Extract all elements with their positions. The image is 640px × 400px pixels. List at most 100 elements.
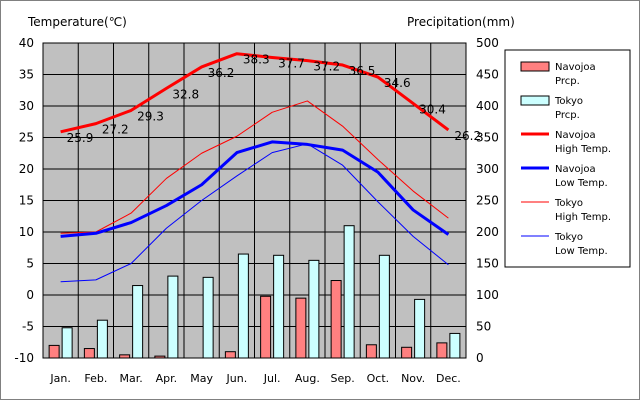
legend-box bbox=[504, 49, 631, 268]
legend-label-sub: Low Temp. bbox=[555, 178, 608, 189]
month-label: Jan. bbox=[49, 372, 70, 385]
tokyo-precip-bar bbox=[273, 254, 285, 359]
tokyo-precip-bar bbox=[202, 276, 214, 359]
right-tick-label: 300 bbox=[476, 162, 499, 176]
navojoa-precip-bar bbox=[436, 342, 448, 359]
left-tick-label: -10 bbox=[14, 351, 34, 365]
month-label: Dec. bbox=[436, 372, 461, 385]
navojoa-precip-bar bbox=[48, 344, 60, 359]
left-tick-label: -5 bbox=[22, 320, 34, 334]
navojoa-precip-bar bbox=[260, 295, 272, 359]
data-labels: 25.9 27.2 29.3 32.8 36.2 38.3 37.7 37.2 36.5 34.6… bbox=[67, 53, 481, 145]
right-tick-label: 400 bbox=[476, 99, 499, 113]
navojoa-precip-bar bbox=[330, 280, 342, 359]
tokyo-precip-bar bbox=[237, 253, 249, 359]
legend-label-sub: High Temp. bbox=[555, 212, 611, 223]
right-tick-label: 0 bbox=[476, 351, 484, 365]
left-tick-label: 20 bbox=[19, 162, 34, 176]
legend-label-sub: Prcp. bbox=[555, 76, 580, 87]
month-label: Jun. bbox=[226, 372, 248, 385]
left-tick-label: 40 bbox=[19, 36, 34, 50]
high-temp-data-label: 25.9 bbox=[67, 131, 94, 145]
right-tick-label: 50 bbox=[476, 320, 491, 334]
left-tick-label: 5 bbox=[26, 257, 34, 271]
legend-label: Tokyo bbox=[554, 198, 583, 209]
high-temp-data-label: 26.2 bbox=[454, 129, 481, 143]
legend-tokyo-low: Tokyo Low Temp. bbox=[521, 232, 608, 257]
left-tick-label: 25 bbox=[19, 131, 34, 145]
tokyo-precip-bar bbox=[414, 298, 426, 359]
month-label: Oct. bbox=[367, 372, 390, 385]
tokyo-high-temp-line bbox=[60, 100, 449, 234]
legend-tokyo-high: Tokyo High Temp. bbox=[521, 198, 611, 223]
high-temp-data-label: 27.2 bbox=[102, 123, 129, 137]
month-label: Mar. bbox=[120, 372, 143, 385]
high-temp-data-label: 30.4 bbox=[419, 102, 446, 116]
navojoa-precip-bar bbox=[83, 348, 95, 359]
legend-swatch bbox=[520, 95, 550, 106]
plot-border bbox=[42, 42, 467, 359]
month-label: Feb. bbox=[84, 372, 107, 385]
legend-tokyo-prcp: Tokyo Prcp. bbox=[520, 95, 583, 121]
high-temp-data-label: 29.3 bbox=[137, 109, 164, 123]
right-tick-label: 350 bbox=[476, 131, 499, 145]
navojoa-precip-bar bbox=[224, 351, 236, 359]
month-label: Apr. bbox=[156, 372, 178, 385]
left-tick-label: 10 bbox=[19, 225, 34, 239]
right-tick-label: 100 bbox=[476, 288, 499, 302]
precipitation-bars bbox=[48, 225, 461, 359]
month-label: Nov. bbox=[401, 372, 425, 385]
high-temp-data-label: 36.5 bbox=[349, 64, 376, 78]
legend-navojoa-prcp: Navojoa Prcp. bbox=[520, 61, 596, 87]
month-label: May bbox=[190, 372, 213, 385]
tokyo-precip-bar bbox=[61, 327, 73, 359]
tokyo-precip-bar bbox=[378, 254, 390, 359]
legend-navojoa-high: Navojoa High Temp. bbox=[521, 130, 611, 155]
legend-swatch bbox=[520, 61, 550, 72]
right-tick-label: 250 bbox=[476, 194, 499, 208]
left-tick-label: 30 bbox=[19, 99, 34, 113]
tokyo-precip-bar bbox=[308, 259, 320, 359]
high-temp-data-label: 37.2 bbox=[313, 60, 340, 74]
right-tick-label: 450 bbox=[476, 68, 499, 82]
legend-navojoa-low: Navojoa Low Temp. bbox=[521, 164, 608, 189]
legend-label-sub: High Temp. bbox=[555, 144, 611, 155]
left-tick-label: 0 bbox=[26, 288, 34, 302]
right-tick-label: 500 bbox=[476, 36, 499, 50]
left-tick-label: 35 bbox=[19, 68, 34, 82]
navojoa-precip-bar bbox=[401, 346, 413, 359]
high-temp-data-label: 32.8 bbox=[172, 87, 199, 101]
legend-label: Tokyo bbox=[554, 232, 583, 243]
month-label: Aug. bbox=[295, 372, 320, 385]
legend-label-sub: Low Temp. bbox=[555, 246, 608, 257]
right-tick-label: 150 bbox=[476, 257, 499, 271]
tokyo-precip-bar bbox=[96, 319, 108, 359]
high-temp-data-label: 34.6 bbox=[384, 76, 411, 90]
high-temp-data-label: 37.7 bbox=[278, 56, 305, 70]
tokyo-precip-bar bbox=[132, 285, 144, 359]
legend-label: Navojoa bbox=[555, 62, 596, 73]
right-tick-label: 200 bbox=[476, 225, 499, 239]
tokyo-precip-bar bbox=[343, 225, 355, 359]
legend-label: Navojoa bbox=[555, 164, 596, 175]
month-label: Jul. bbox=[263, 372, 281, 385]
month-label: Sep. bbox=[331, 372, 355, 385]
tokyo-precip-bar bbox=[167, 275, 179, 359]
legend-label-sub: Prcp. bbox=[555, 110, 580, 121]
right-axis-title: Precipitation(mm) bbox=[407, 15, 515, 29]
high-temp-data-label: 36.2 bbox=[208, 66, 235, 80]
left-axis-title: Temperature(℃) bbox=[27, 15, 127, 29]
navojoa-low-temp-line bbox=[60, 140, 450, 238]
navojoa-high-temp-line bbox=[60, 52, 450, 134]
tokyo-low-temp-line bbox=[60, 143, 449, 283]
legend-label: Tokyo bbox=[554, 96, 583, 107]
left-tick-label: 15 bbox=[19, 194, 34, 208]
high-temp-data-label: 38.3 bbox=[243, 53, 270, 67]
tokyo-precip-bar bbox=[449, 332, 461, 359]
legend-label: Navojoa bbox=[555, 130, 596, 141]
navojoa-precip-bar bbox=[365, 344, 377, 359]
navojoa-precip-bar bbox=[295, 297, 307, 359]
